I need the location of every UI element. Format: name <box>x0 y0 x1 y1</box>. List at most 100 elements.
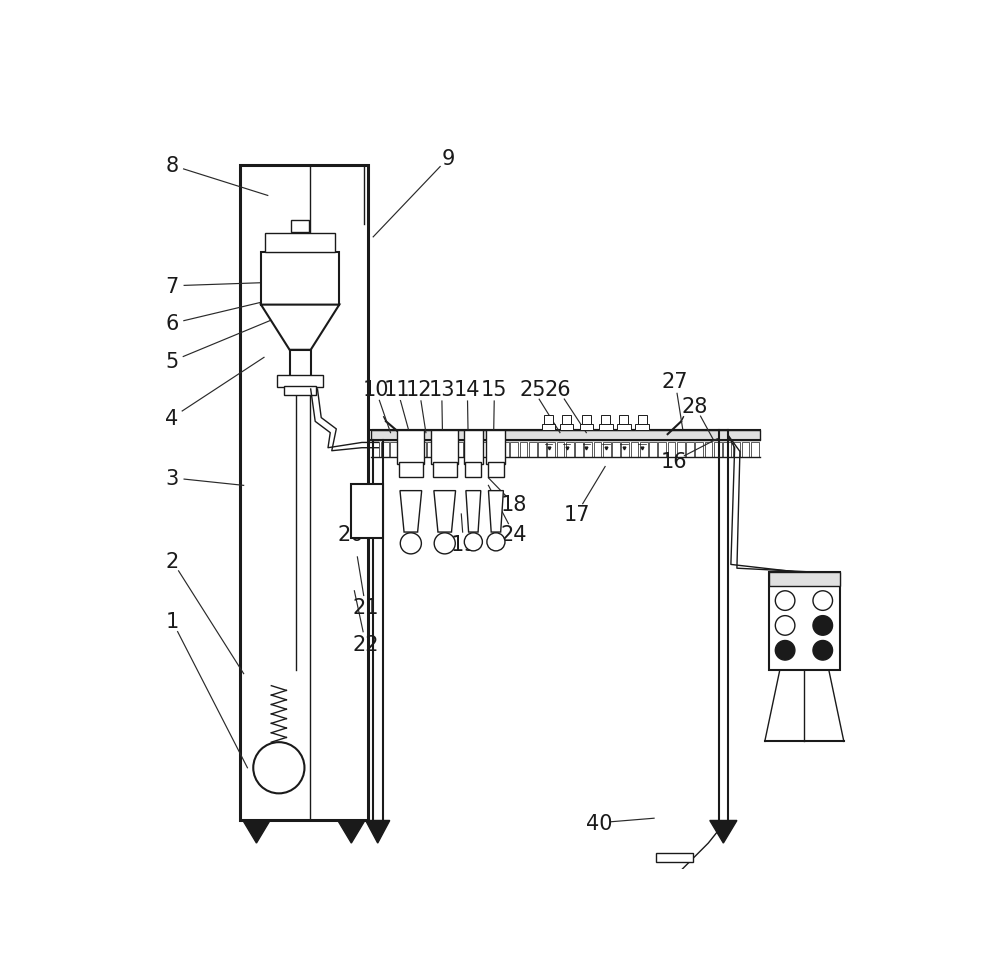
Text: 22: 22 <box>352 634 379 654</box>
Bar <box>560 424 573 430</box>
Bar <box>492 443 500 457</box>
Bar <box>446 443 453 457</box>
Polygon shape <box>710 821 737 843</box>
Bar <box>619 415 628 424</box>
Bar <box>638 415 647 424</box>
Text: 24: 24 <box>501 525 527 545</box>
Bar <box>538 443 546 457</box>
Circle shape <box>253 743 304 793</box>
Bar <box>371 430 760 441</box>
Text: 16: 16 <box>660 451 687 472</box>
Text: 20: 20 <box>337 524 364 544</box>
Text: 23: 23 <box>791 589 818 609</box>
Bar <box>542 424 555 430</box>
Bar <box>649 443 657 457</box>
Circle shape <box>434 533 455 554</box>
Bar <box>409 443 416 457</box>
Polygon shape <box>243 821 270 843</box>
Bar <box>501 443 509 457</box>
Bar <box>656 853 693 862</box>
Bar <box>566 443 574 457</box>
Text: 4: 4 <box>165 408 179 428</box>
Bar <box>612 443 620 457</box>
Bar <box>544 415 553 424</box>
Bar <box>265 234 335 253</box>
Bar <box>390 443 398 457</box>
Circle shape <box>464 533 482 551</box>
Bar <box>635 424 649 430</box>
Bar <box>769 573 840 586</box>
Bar <box>677 443 685 457</box>
Text: 15: 15 <box>481 380 508 400</box>
Text: 40: 40 <box>586 813 612 832</box>
Circle shape <box>813 616 833 636</box>
Bar <box>705 443 712 457</box>
Bar <box>427 443 435 457</box>
Bar <box>580 424 593 430</box>
Bar <box>723 443 731 457</box>
Bar <box>695 443 703 457</box>
Bar <box>399 462 423 478</box>
Bar <box>436 443 444 457</box>
Text: 12: 12 <box>406 380 432 400</box>
Bar <box>603 443 611 457</box>
Text: 17: 17 <box>563 504 590 525</box>
Polygon shape <box>366 821 390 843</box>
Bar <box>488 462 504 478</box>
Bar <box>372 443 379 457</box>
Polygon shape <box>466 491 481 532</box>
Polygon shape <box>261 305 339 351</box>
Bar <box>473 443 481 457</box>
Bar <box>240 166 368 821</box>
Bar <box>433 462 457 478</box>
Polygon shape <box>400 491 422 532</box>
Bar <box>381 443 389 457</box>
Bar <box>290 351 311 381</box>
Bar <box>486 430 505 464</box>
Text: 18: 18 <box>501 494 527 515</box>
Bar <box>399 443 407 457</box>
Text: 2: 2 <box>165 551 179 572</box>
Text: 14: 14 <box>454 380 481 400</box>
Bar <box>351 485 383 538</box>
Bar <box>510 443 518 457</box>
Polygon shape <box>338 821 365 843</box>
Bar <box>397 430 424 464</box>
Text: 26: 26 <box>544 380 571 400</box>
Bar <box>465 462 481 478</box>
Bar <box>557 443 564 457</box>
Bar <box>631 443 638 457</box>
Bar <box>529 443 537 457</box>
Bar <box>464 443 472 457</box>
Text: 28: 28 <box>682 396 708 416</box>
Bar <box>562 415 571 424</box>
Text: 9: 9 <box>442 149 455 169</box>
Text: 27: 27 <box>662 372 688 392</box>
Bar <box>714 443 722 457</box>
Bar <box>483 443 490 457</box>
Text: 25: 25 <box>520 380 546 400</box>
Circle shape <box>487 533 505 551</box>
Bar <box>547 443 555 457</box>
Bar <box>751 443 759 457</box>
Polygon shape <box>434 491 456 532</box>
Bar <box>742 443 749 457</box>
Text: 6: 6 <box>165 315 179 334</box>
Text: 7: 7 <box>165 276 179 296</box>
Bar <box>277 376 323 388</box>
Bar <box>668 443 675 457</box>
Text: 10: 10 <box>362 380 389 400</box>
Bar <box>575 443 583 457</box>
Bar <box>599 424 613 430</box>
Bar <box>601 415 610 424</box>
Bar <box>464 430 483 464</box>
Bar <box>291 220 309 233</box>
Bar <box>594 443 601 457</box>
Text: 3: 3 <box>165 468 179 488</box>
Bar <box>584 443 592 457</box>
Text: 13: 13 <box>428 380 455 400</box>
Bar <box>640 443 648 457</box>
Circle shape <box>813 641 833 660</box>
Bar <box>617 424 631 430</box>
Text: 19: 19 <box>450 534 477 555</box>
